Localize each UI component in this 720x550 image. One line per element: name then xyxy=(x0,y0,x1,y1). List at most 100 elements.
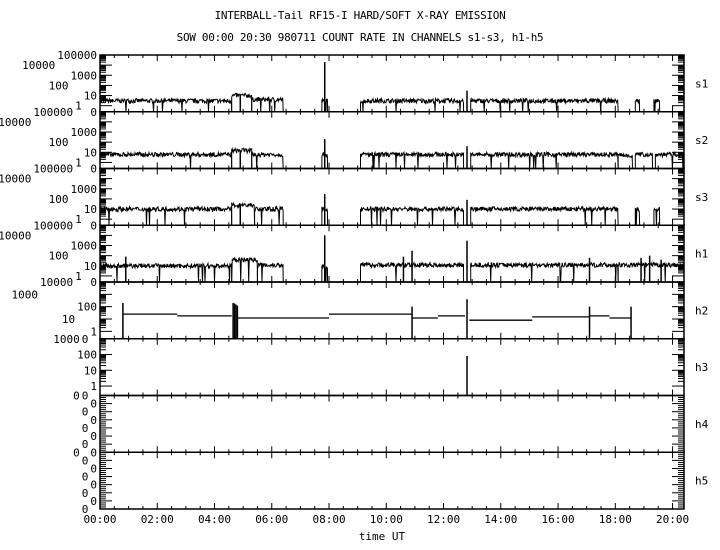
y-tick-label: 0 xyxy=(82,471,89,484)
y-tick-label: 1 xyxy=(75,156,82,169)
y-tick-label: 0 xyxy=(90,414,97,427)
channel-label-h2: h2 xyxy=(695,304,708,317)
y-tick-label: 100000 xyxy=(33,106,73,119)
x-tick-label: 16:00 xyxy=(541,513,574,526)
series-line-s1 xyxy=(231,92,253,112)
panel-frame-h4 xyxy=(99,394,685,453)
y-tick-label: 100 xyxy=(77,349,97,362)
series-line-s3 xyxy=(360,205,465,226)
y-tick-label: 0 xyxy=(90,446,97,459)
y-tick-label: 10 xyxy=(84,203,97,216)
y-tick-label: 0 xyxy=(73,446,80,459)
y-tick-label: 0 xyxy=(90,106,97,119)
y-tick-label: 1 xyxy=(90,325,97,338)
y-tick-label: 1000 xyxy=(71,69,98,82)
x-tick-label: 02:00 xyxy=(141,513,174,526)
channel-label-s3: s3 xyxy=(695,191,708,204)
x-tick-label: 14:00 xyxy=(484,513,517,526)
channel-label-s2: s2 xyxy=(695,134,708,147)
series-line-s1 xyxy=(251,95,284,112)
series-line-s1 xyxy=(634,98,641,112)
y-tick-label: 10000 xyxy=(40,276,73,289)
y-tick-label: 1000 xyxy=(12,288,39,301)
series-line-s3 xyxy=(254,204,284,226)
y-tick-label: 1000 xyxy=(71,183,98,196)
chart-subtitle: SOW 00:00 20:30 980711 COUNT RATE IN CHA… xyxy=(176,31,544,44)
y-tick-label: 1000 xyxy=(53,333,80,346)
series-line-s2 xyxy=(251,151,284,169)
series-line-s2 xyxy=(231,146,253,169)
panel-frame-h1 xyxy=(99,224,685,283)
y-tick-label: 10000 xyxy=(22,59,55,72)
y-tick-label: 100 xyxy=(77,301,97,314)
y-tick-label: 10 xyxy=(84,260,97,273)
series-line-s3 xyxy=(231,201,256,226)
y-tick-label: 1 xyxy=(75,100,82,113)
series-line-s1 xyxy=(359,96,465,112)
y-tick-label: 0 xyxy=(90,430,97,443)
x-tick-label: 04:00 xyxy=(198,513,231,526)
y-tick-label: 10000 xyxy=(0,173,31,186)
x-tick-label: 18:00 xyxy=(599,513,632,526)
series-line-h1 xyxy=(470,261,619,283)
channel-label-h3: h3 xyxy=(695,361,708,374)
y-tick-label: 100000 xyxy=(57,49,97,62)
x-tick-label: 10:00 xyxy=(370,513,403,526)
y-tick-label: 100000 xyxy=(33,163,73,176)
series-line-s1 xyxy=(653,98,661,112)
y-tick-label: 1000 xyxy=(71,126,98,139)
y-tick-label: 0 xyxy=(82,487,89,500)
y-tick-label: 0 xyxy=(82,390,89,403)
series-line-h1 xyxy=(99,261,233,283)
y-tick-label: 100 xyxy=(49,79,69,92)
y-tick-label: 100 xyxy=(49,250,69,263)
y-tick-label: 0 xyxy=(82,438,89,451)
y-tick-label: 1000 xyxy=(71,240,98,253)
y-tick-label: 0 xyxy=(90,495,97,508)
y-tick-label: 10 xyxy=(84,90,97,103)
y-tick-label: 10000 xyxy=(0,229,31,242)
series-line-s1 xyxy=(99,96,233,112)
panel-frame-s1 xyxy=(99,54,685,113)
y-tick-label: 0 xyxy=(82,333,89,346)
y-tick-label: 0 xyxy=(82,454,89,467)
series-line-s3 xyxy=(470,204,619,226)
y-tick-label: 0 xyxy=(90,462,97,475)
x-tick-label: 12:00 xyxy=(427,513,460,526)
y-tick-label: 10 xyxy=(62,313,75,326)
series-line-s3 xyxy=(653,206,661,226)
y-tick-label: 100000 xyxy=(33,219,73,232)
panel-frame-h2 xyxy=(99,281,685,340)
y-tick-label: 10000 xyxy=(0,116,31,129)
series-line-s2 xyxy=(99,150,233,169)
channel-label-h1: h1 xyxy=(695,248,708,261)
series-line-h1 xyxy=(231,256,258,283)
y-tick-label: 1 xyxy=(75,270,82,283)
series-line-s3 xyxy=(634,207,641,226)
y-tick-label: 0 xyxy=(82,422,89,435)
y-tick-label: 1 xyxy=(75,213,82,226)
y-tick-label: 0 xyxy=(82,406,89,419)
x-tick-label: 00:00 xyxy=(83,513,116,526)
series-line-s3 xyxy=(99,204,233,226)
panel-frame-s2 xyxy=(99,111,685,170)
y-tick-label: 0 xyxy=(90,398,97,411)
y-tick-label: 10 xyxy=(84,146,97,159)
y-tick-label: 0 xyxy=(90,219,97,232)
series-line-s2 xyxy=(634,151,654,169)
series-line-s2 xyxy=(470,150,619,169)
channel-label-s1: s1 xyxy=(695,77,708,90)
series-line-s2 xyxy=(360,150,465,169)
x-tick-label: 20:00 xyxy=(656,513,689,526)
y-tick-label: 0 xyxy=(90,276,97,289)
y-tick-label: 0 xyxy=(90,163,97,176)
chart-title: INTERBALL-Tail RF15-I HARD/SOFT X-RAY EM… xyxy=(214,9,506,22)
panel-frame-h5 xyxy=(99,451,685,510)
y-tick-label: 1 xyxy=(90,380,97,393)
channel-label-h4: h4 xyxy=(695,418,709,431)
channel-label-h5: h5 xyxy=(695,475,708,488)
y-tick-label: 100 xyxy=(49,136,69,149)
y-tick-label: 100 xyxy=(49,193,69,206)
